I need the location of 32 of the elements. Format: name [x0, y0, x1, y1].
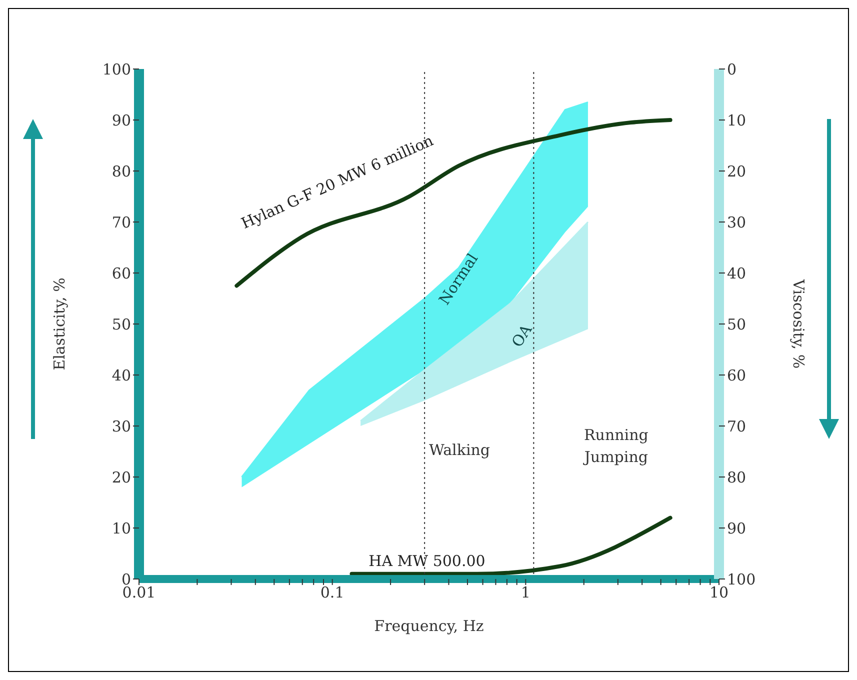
y-axis-title: Elasticity, %	[50, 278, 68, 370]
y2-tick-label: 50	[727, 315, 746, 334]
y2-tick-label: 10	[727, 111, 746, 130]
y-tick-label: 50	[112, 315, 131, 334]
y-tick-label: 100	[102, 60, 131, 78]
y2-tick-label: 30	[727, 213, 746, 232]
y2-tick-label: 60	[727, 366, 746, 384]
x-tick-label: 1	[520, 584, 530, 602]
x-axis-title: Frequency, Hz	[374, 617, 484, 635]
x-tick-label: 10	[709, 584, 729, 602]
series-label: HA MW 500.00	[368, 552, 486, 570]
text: OA	[508, 321, 536, 350]
y-tick-label: 30	[112, 417, 131, 436]
annotation: Running Jumping	[584, 425, 648, 468]
x-tick-label: 0.01	[122, 584, 156, 602]
y-tick-label: 90	[112, 111, 131, 130]
y-tick-label: 60	[112, 264, 131, 282]
y2-tick-label: 70	[727, 417, 746, 436]
y2-tick-label: 40	[727, 264, 746, 282]
y2-tick-label: 80	[727, 468, 746, 486]
y-tick-label: 70	[112, 213, 131, 232]
y2-tick-label: 20	[727, 162, 746, 180]
x-tick-label: 0.1	[320, 584, 344, 602]
y2-axis-title: Viscosity, %	[790, 278, 808, 369]
y-tick-label: 10	[112, 519, 131, 538]
y-tick-label: 80	[112, 162, 131, 180]
annotation: Walking	[429, 440, 490, 461]
y-tick-label: 20	[112, 468, 131, 486]
y2-tick-label: 100	[727, 570, 756, 588]
y-tick-label: 40	[112, 366, 131, 384]
y2-tick-label: 0	[727, 60, 737, 78]
y2-tick-label: 90	[727, 519, 746, 538]
